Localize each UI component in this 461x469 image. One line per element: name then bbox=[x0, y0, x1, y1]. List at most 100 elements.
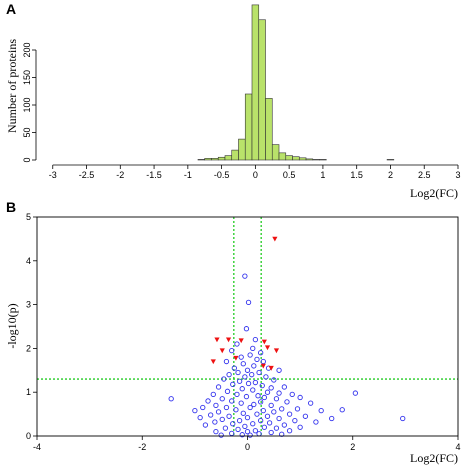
protein-point bbox=[268, 402, 274, 408]
protein-point bbox=[252, 428, 259, 434]
protein-point bbox=[339, 407, 345, 413]
protein-point bbox=[202, 422, 209, 428]
protein-point bbox=[244, 414, 251, 421]
protein-point bbox=[245, 299, 252, 306]
protein-point bbox=[281, 384, 287, 390]
protein-point bbox=[243, 326, 250, 332]
protein-point bbox=[213, 428, 219, 435]
protein-point bbox=[258, 418, 264, 424]
histogram-panel: A 0 50 100 150 200 -3 -2.5 -2 -1.5 -1 -0.5 0 0.5 1 1.5… bbox=[5, 1, 461, 200]
protein-point bbox=[271, 377, 277, 383]
histogram-bar bbox=[197, 159, 206, 161]
histogram-x-tick-label: 0.5 bbox=[283, 170, 296, 180]
protein-point bbox=[250, 387, 256, 393]
volcano-y-tick-label: 5 bbox=[26, 212, 31, 222]
volcano-x-tick-label: -2 bbox=[138, 442, 146, 452]
protein-point bbox=[213, 402, 219, 408]
histogram-bar bbox=[217, 156, 226, 161]
protein-point bbox=[302, 413, 309, 419]
protein-point bbox=[258, 350, 264, 356]
significant-protein-point bbox=[225, 337, 232, 343]
histogram-y-tick-label: 150 bbox=[22, 70, 32, 85]
protein-point bbox=[294, 406, 301, 412]
histogram-x-tick-label: -2 bbox=[116, 170, 124, 180]
significant-protein-point bbox=[219, 348, 225, 354]
protein-point bbox=[268, 385, 274, 391]
volcano-x-tick-label: -4 bbox=[33, 442, 41, 452]
histogram-y-axis-label: Number of proteins bbox=[5, 39, 19, 133]
histogram-bar bbox=[251, 4, 260, 161]
histogram-bar bbox=[271, 144, 280, 161]
protein-point bbox=[281, 422, 287, 428]
protein-point bbox=[226, 372, 232, 378]
protein-point bbox=[223, 358, 230, 365]
panel-label-b: B bbox=[6, 199, 16, 215]
protein-point bbox=[273, 425, 280, 431]
protein-point bbox=[247, 404, 253, 411]
protein-point bbox=[192, 407, 198, 414]
volcano-y-tick-label: 4 bbox=[26, 256, 31, 266]
protein-point bbox=[230, 381, 236, 387]
protein-point bbox=[400, 415, 406, 422]
histogram-bar bbox=[319, 159, 327, 161]
protein-point bbox=[276, 415, 282, 422]
protein-point bbox=[210, 391, 216, 398]
protein-point bbox=[252, 336, 259, 343]
volcano-y-tick-label: 2 bbox=[26, 343, 31, 353]
histogram-x-tick-label: 1 bbox=[320, 170, 325, 180]
protein-point bbox=[229, 398, 235, 404]
histogram-bar bbox=[258, 19, 266, 161]
protein-point bbox=[231, 365, 237, 371]
histogram-x-tick-label: -2.5 bbox=[79, 170, 95, 180]
protein-point bbox=[224, 388, 231, 394]
protein-point bbox=[250, 421, 256, 427]
significant-protein-point bbox=[238, 338, 244, 344]
protein-point bbox=[222, 425, 229, 431]
histogram-bar bbox=[231, 149, 239, 161]
significant-protein-point bbox=[210, 359, 216, 365]
histogram-x-tick-label: 2.5 bbox=[418, 170, 431, 180]
histogram-bar bbox=[224, 155, 233, 161]
protein-point bbox=[276, 367, 282, 373]
histogram-x-tick-label: -0.5 bbox=[214, 170, 230, 180]
histogram-bar bbox=[285, 155, 293, 161]
significant-protein-point bbox=[273, 348, 280, 354]
volcano-x-tick-label: 0 bbox=[245, 442, 250, 452]
protein-point bbox=[258, 399, 264, 405]
protein-point bbox=[236, 418, 243, 424]
protein-point bbox=[251, 401, 257, 408]
protein-point bbox=[197, 414, 203, 421]
protein-point bbox=[249, 372, 255, 378]
histogram-axes: 0 50 100 150 200 -3 -2.5 -2 -1.5 -1 -0.5 0 0.5 1 1.5 2 2… bbox=[22, 42, 461, 180]
protein-point bbox=[271, 409, 277, 415]
protein-point bbox=[297, 424, 303, 430]
protein-point bbox=[242, 423, 248, 430]
histogram-x-axis-label: Log2(FC) bbox=[410, 186, 458, 200]
protein-point bbox=[242, 273, 248, 279]
protein-point bbox=[243, 393, 250, 400]
volcano-x-tick-label: 4 bbox=[455, 442, 460, 452]
protein-point bbox=[235, 369, 241, 376]
histogram-x-tick-label: -1.5 bbox=[146, 170, 162, 180]
histogram-bar bbox=[238, 138, 246, 161]
protein-point bbox=[247, 352, 253, 358]
volcano-axes: 0 1 2 3 4 5 -4 -2 0 2 4 bbox=[26, 212, 461, 452]
protein-point bbox=[200, 404, 206, 411]
histogram-bar bbox=[386, 159, 395, 161]
significant-protein-point bbox=[260, 363, 266, 369]
significant-protein-point bbox=[264, 345, 271, 351]
histogram-bar bbox=[204, 158, 212, 161]
protein-point bbox=[264, 413, 271, 419]
significant-protein-point bbox=[214, 337, 220, 343]
significant-protein-point bbox=[261, 339, 267, 345]
protein-point bbox=[242, 374, 248, 380]
histogram-x-tick-label: 2 bbox=[388, 170, 393, 180]
histogram-y-tick-label: 100 bbox=[22, 97, 32, 112]
protein-point bbox=[230, 421, 236, 427]
protein-point bbox=[254, 356, 260, 362]
protein-point bbox=[212, 419, 218, 425]
histogram-x-tick-label: -3 bbox=[49, 170, 57, 180]
protein-point bbox=[240, 361, 246, 367]
histogram-bar bbox=[292, 156, 300, 161]
